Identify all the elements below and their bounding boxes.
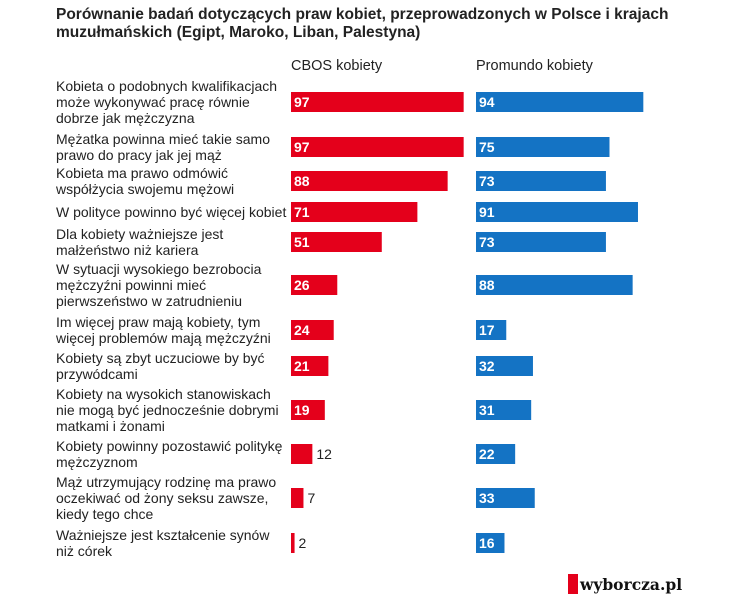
bar-cbos (291, 202, 418, 222)
data-label: 7 (307, 490, 315, 506)
bar-promundo (476, 171, 606, 191)
bar-cbos (291, 320, 334, 340)
data-label: 97 (294, 94, 310, 110)
bar-promundo (476, 400, 532, 420)
bar-promundo (476, 92, 644, 112)
bar-cbos (291, 232, 382, 252)
wyborcza-logo: wyborcza.pl (568, 573, 682, 595)
bar-cbos (291, 533, 295, 553)
data-label: 33 (479, 490, 495, 506)
bar-promundo (476, 232, 606, 252)
category-label: Ważniejsze jest kształcenie synów niż có… (56, 527, 270, 559)
data-label: 22 (479, 446, 495, 462)
data-label: 94 (479, 94, 495, 110)
bar-promundo (476, 444, 516, 464)
category-label: Kobieta o podobnych kwalifikacjach może … (56, 78, 278, 126)
data-label: 75 (479, 139, 495, 155)
category-label: Mężatka powinna mieć takie samo prawo do… (56, 131, 270, 163)
bar-cbos (291, 488, 304, 508)
category-label: Mąż utrzymujący rodzinę ma prawo oczekiw… (56, 474, 277, 522)
data-label: 88 (479, 277, 495, 293)
series-header-promundo: Promundo kobiety (476, 58, 593, 74)
category-label: Kobiety na wysokich stanowiskach nie mog… (56, 386, 279, 434)
data-label: 32 (479, 358, 495, 374)
bar-promundo (476, 137, 610, 157)
category-label: Im więcej praw mają kobiety, tym więcej … (56, 314, 271, 346)
logo-mark-icon (568, 574, 578, 594)
logo-text: wyborcza.pl (580, 574, 683, 594)
data-label: 26 (294, 277, 310, 293)
data-label: 73 (479, 234, 495, 250)
data-label: 24 (294, 322, 310, 338)
bar-cbos (291, 356, 329, 376)
bar-promundo (476, 202, 638, 222)
bar-promundo (476, 320, 507, 340)
chart-title: Porównanie badań dotyczących praw kobiet… (56, 6, 669, 41)
data-label: 97 (294, 139, 310, 155)
bar-cbos (291, 137, 464, 157)
series-header-cbos: CBOS kobiety (291, 58, 383, 74)
category-label: Kobiety powinny pozostawić politykę mężc… (56, 438, 283, 470)
bar-promundo (476, 488, 535, 508)
bar-cbos (291, 92, 464, 112)
data-label: 91 (479, 204, 495, 220)
data-label: 73 (479, 173, 495, 189)
bar-cbos (291, 400, 325, 420)
data-label: 2 (299, 535, 307, 551)
bar-promundo (476, 275, 633, 295)
data-label: 16 (479, 535, 495, 551)
category-label: W polityce powinno być więcej kobiet (56, 204, 287, 220)
data-label: 31 (479, 402, 495, 418)
category-label: Kobiety są zbyt uczuciowe by być przywód… (56, 350, 265, 382)
data-label: 71 (294, 204, 310, 220)
bar-promundo (476, 356, 533, 376)
category-label: Dla kobiety ważniejsze jest małżeństwo n… (56, 226, 224, 258)
data-label: 12 (316, 446, 332, 462)
data-label: 51 (294, 234, 310, 250)
category-label: Kobieta ma prawo odmówić współżycia swoj… (56, 165, 235, 197)
bar-promundo (476, 533, 505, 553)
bar-cbos (291, 171, 448, 191)
category-label: W sytuacji wysokiego bezrobocia mężczyźn… (56, 261, 262, 309)
data-label: 19 (294, 402, 310, 418)
data-label: 21 (294, 358, 310, 374)
bar-cbos (291, 444, 313, 464)
data-label: 88 (294, 173, 310, 189)
bar-cbos (291, 275, 338, 295)
data-label: 17 (479, 322, 495, 338)
